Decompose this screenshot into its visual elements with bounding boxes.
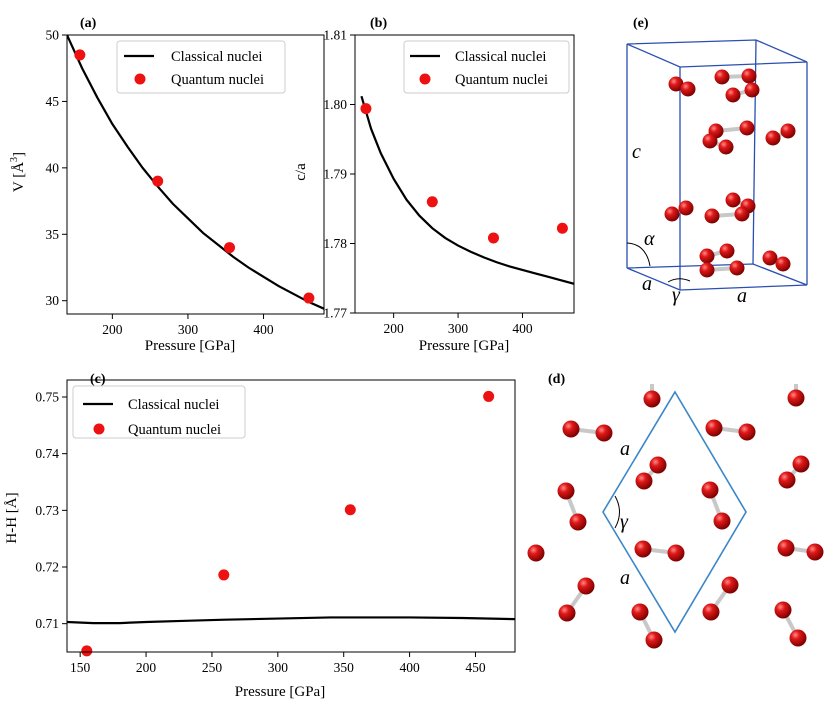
panel-a-y-tick-label: 45 xyxy=(46,94,60,109)
panel-a-x-tick-label: 300 xyxy=(178,322,199,337)
panel-c-legend: Classical nuclei Quantum nuclei xyxy=(72,385,246,439)
panel-c-bond-length-chart: (c) 150 200 250 300 350 400 4500.710.720.730.7… xyxy=(4,372,516,700)
panel-b-y-tick-label: 1.78 xyxy=(323,236,347,251)
panel-c-x-tick-label: 300 xyxy=(268,660,289,675)
panel-d-gamma-arc xyxy=(614,495,620,529)
panel-b-legend: Classical nuclei Quantum nuclei xyxy=(403,40,570,94)
panel-e-a2-label: a xyxy=(737,285,747,307)
panel-a-x-axis-label: Pressure [GPa] xyxy=(145,338,235,354)
panel-a-legend-dot-swatch xyxy=(134,73,146,85)
panel-b-legend-classical: Classical nuclei xyxy=(455,49,546,65)
panel-b-ratio-chart: (b) 200 300 400 1.77 1.78 1.79 1.80 1.81 Pressu… xyxy=(293,16,575,354)
panel-c-quantum-point xyxy=(218,569,230,581)
panel-b-x-tick-label: 300 xyxy=(448,321,469,336)
panel-b-x-axis-label: Pressure [GPa] xyxy=(419,338,509,354)
panel-e-gamma-label: γ xyxy=(672,284,681,306)
panel-a-y-axis-label-exponent: 3 xyxy=(9,157,20,162)
panel-a-y-tick-label: 50 xyxy=(46,28,60,43)
panel-e-unit-cell: (e) c a a α γ xyxy=(626,16,808,307)
panel-c-legend-classical: Classical nuclei xyxy=(128,397,219,413)
panel-e-alpha-label: α xyxy=(644,228,655,250)
panel-c-classical-line xyxy=(67,616,515,625)
panel-c-legend-quantum: Quantum nuclei xyxy=(128,422,221,438)
panel-b-quantum-point xyxy=(487,232,499,244)
panel-d-gamma-label: γ xyxy=(620,511,629,533)
panel-a-y-tick-label: 35 xyxy=(46,227,60,242)
panel-c-axes-frame xyxy=(66,379,516,653)
panel-a-legend-classical: Classical nuclei xyxy=(171,49,262,65)
panel-c-quantum-point xyxy=(344,504,356,516)
panel-b-y-tick-label: 1.81 xyxy=(323,28,347,43)
panel-b-quantum-point xyxy=(426,196,438,208)
panel-a-y-axis-label-close: ] xyxy=(11,152,27,157)
panel-d-molecules xyxy=(527,384,824,649)
panel-c-x-tick-label: 200 xyxy=(136,660,157,675)
panel-a-classical-line xyxy=(67,35,324,310)
panel-e-molecules xyxy=(664,68,796,278)
panel-a-quantum-point xyxy=(303,292,315,304)
panel-a-quantum-point xyxy=(224,242,236,254)
panel-a-quantum-point xyxy=(74,49,86,61)
panel-b-legend-quantum: Quantum nuclei xyxy=(455,72,548,88)
panel-a-y-axis-label-base: V [Å xyxy=(11,162,27,192)
panel-e-alpha-arc xyxy=(626,242,651,267)
panel-b-label: (b) xyxy=(370,16,387,31)
panel-a-legend-box xyxy=(116,40,286,94)
panel-c-y-tick-label: 0.71 xyxy=(35,616,59,631)
panel-c-legend-box xyxy=(72,385,246,439)
panel-d-a1-label: a xyxy=(620,438,630,460)
panel-b-y-tick-label: 1.80 xyxy=(323,97,347,112)
panel-c-y-tick-label: 0.73 xyxy=(35,503,59,518)
panel-b-y-tick-label: 1.79 xyxy=(323,167,347,182)
panel-b-x-tick-label: 400 xyxy=(512,321,533,336)
panel-c-x-tick-label: 350 xyxy=(334,660,355,675)
panel-b-y-axis-label: c/a xyxy=(293,163,309,181)
panel-b-axes-frame xyxy=(354,34,575,314)
panel-e-a1-label: a xyxy=(642,273,652,295)
panel-c-x-axis-label: Pressure [GPa] xyxy=(235,684,325,700)
panel-c-y-tick-label: 0.75 xyxy=(35,390,59,405)
panel-c-y-tick-label: 0.74 xyxy=(35,446,59,461)
panel-a-axes-frame xyxy=(66,34,325,315)
panel-c-y-tick-label: 0.72 xyxy=(35,560,59,575)
panel-b-legend-box xyxy=(403,40,570,94)
panel-a-y-axis-label: V [Å3] xyxy=(9,152,27,192)
panel-b-quantum-point xyxy=(556,222,568,234)
panel-c-x-tick-label: 250 xyxy=(202,660,223,675)
panel-a-x-tick-label: 200 xyxy=(102,322,123,337)
panel-c-x-tick-label: 450 xyxy=(465,660,486,675)
panel-b-legend-dot-swatch xyxy=(419,73,431,85)
panel-b-classical-line xyxy=(360,95,574,285)
panel-b-quantum-point xyxy=(360,103,372,115)
panel-d-cell-rhombus xyxy=(602,390,747,634)
panel-e-gamma-arc xyxy=(667,278,691,283)
panel-c-y-axis-label: H-H [Å] xyxy=(4,492,20,543)
panel-c-legend-dot-swatch xyxy=(93,423,105,435)
panel-a-x-tick-label: 400 xyxy=(253,322,274,337)
panel-d-top-view: (d) a a γ xyxy=(527,372,824,649)
panel-c-x-tick-label: 400 xyxy=(399,660,420,675)
panel-a-y-tick-label: 30 xyxy=(46,293,60,308)
panel-d-label: (d) xyxy=(548,372,565,387)
panel-c-quantum-point xyxy=(483,390,495,402)
panel-a-volume-chart: (a) 200 300 400 30 35 40 45 50 Pressure [GPa] V… xyxy=(9,16,325,354)
panel-b-x-tick-label: 200 xyxy=(384,321,405,336)
panel-a-legend: Classical nuclei Quantum nuclei xyxy=(116,40,286,94)
panel-d-a2-label: a xyxy=(620,567,630,589)
panel-c-x-tick-label: 150 xyxy=(70,660,91,675)
panel-e-c-label: c xyxy=(632,141,641,163)
panel-a-legend-quantum: Quantum nuclei xyxy=(171,72,264,88)
panel-a-quantum-point xyxy=(152,175,164,187)
panel-b-y-tick-label: 1.77 xyxy=(323,306,347,321)
panel-c-quantum-point xyxy=(81,645,93,657)
panel-e-label: (e) xyxy=(633,16,649,31)
panel-a-label: (a) xyxy=(80,16,97,31)
panel-a-y-tick-label: 40 xyxy=(46,160,60,175)
